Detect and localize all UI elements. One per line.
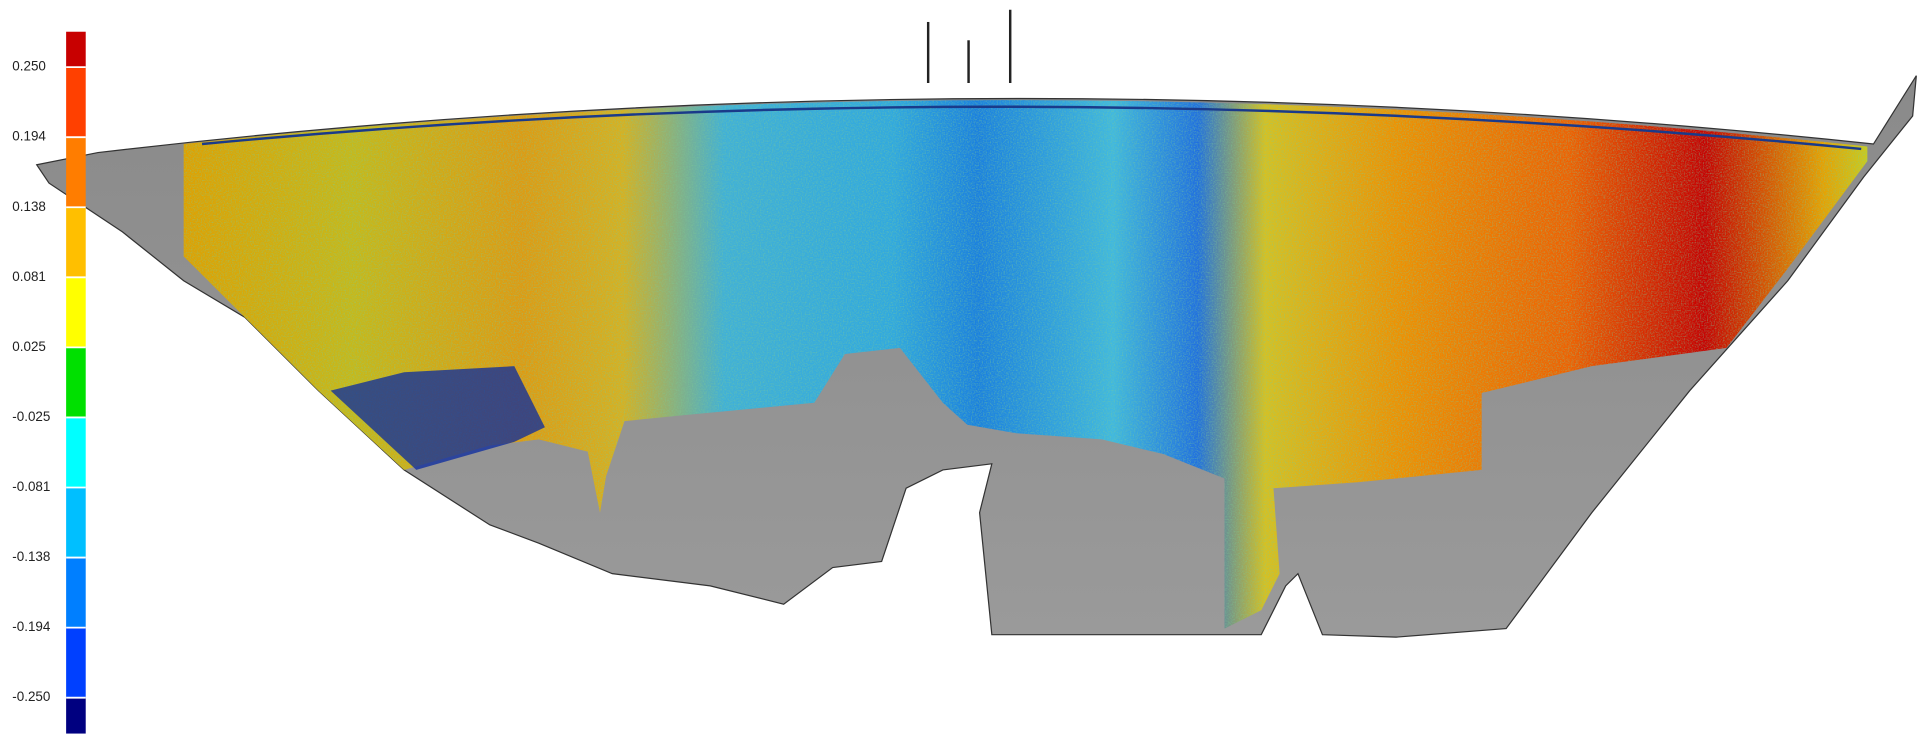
color-segment: [66, 137, 86, 207]
tick-label: -0.194: [12, 619, 51, 634]
deviation-map: 0.250 0.194 0.138 0.081 0.025 -0.025 -0.081 -0.…: [0, 0, 1920, 736]
tick-label: 0.138: [12, 199, 46, 214]
antennas: [928, 10, 1010, 83]
tick-label: 0.081: [12, 269, 46, 284]
color-segment: [66, 628, 86, 698]
page: {"colorbar": { "ticks": [ {"value": 0.25…: [0, 0, 1920, 736]
tick-label: -0.138: [12, 549, 50, 564]
tick-label: 0.194: [12, 129, 46, 144]
color-segment: [66, 67, 86, 137]
tick-label: -0.025: [12, 409, 50, 424]
colorbar: 0.250 0.194 0.138 0.081 0.025 -0.025 -0.081 -0.…: [12, 32, 85, 734]
color-segment: [66, 698, 86, 734]
color-segment: [66, 277, 86, 347]
tick-label: -0.250: [12, 689, 50, 704]
color-segment: [66, 207, 86, 277]
color-segment: [66, 558, 86, 628]
tick-label: -0.081: [12, 479, 50, 494]
color-segment: [66, 417, 86, 487]
tick-label: 0.025: [12, 339, 46, 354]
tick-label: 0.250: [12, 59, 46, 74]
color-segment: [66, 347, 86, 417]
color-segment: [66, 32, 86, 67]
color-segment: [66, 487, 86, 557]
